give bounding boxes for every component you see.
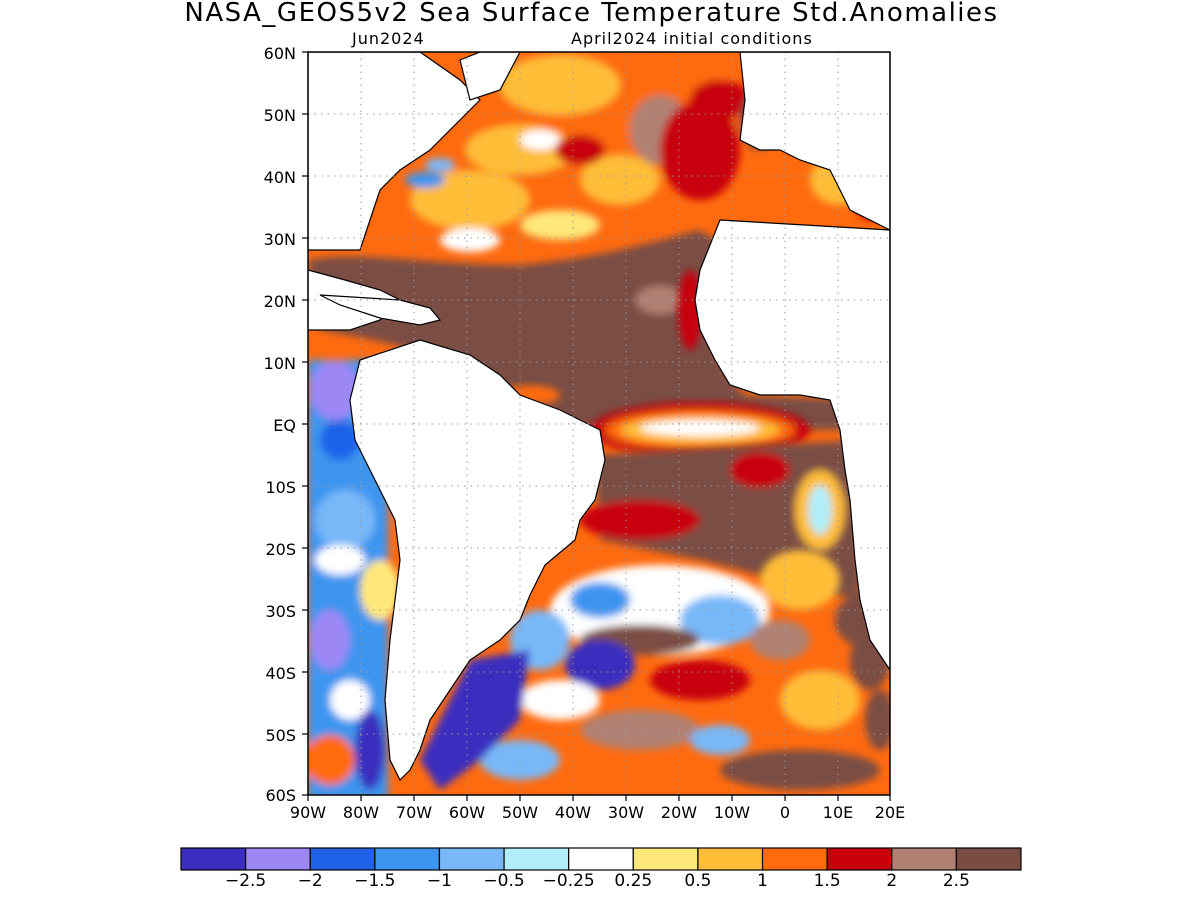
lon-label: 80W (342, 803, 380, 822)
lat-label: 40N (263, 168, 296, 187)
lon-label: 10E (822, 803, 854, 822)
colorbar-swatch (955, 847, 1022, 871)
colorbar-swatch (632, 847, 699, 871)
lon-label: 0 (779, 803, 791, 822)
lat-label: 30S (265, 602, 296, 621)
greenland-tip (459, 52, 521, 101)
lat-label: 30N (263, 230, 296, 249)
initial-conditions: April2024 initial conditions (571, 29, 813, 48)
lon-label: 90W (289, 803, 327, 822)
lon-label: 10W (713, 803, 751, 822)
lat-label: 10N (263, 354, 296, 373)
map-gridlines (308, 52, 890, 795)
colorbar-swatch (568, 847, 634, 871)
lat-label: 60S (265, 786, 296, 805)
colorbar-label: 2 (886, 871, 898, 891)
lon-label: 50W (501, 803, 539, 822)
lat-label: 60N (263, 44, 296, 63)
lat-label: 10S (265, 478, 296, 497)
colorbar-swatch (438, 847, 505, 871)
colorbar-swatch (761, 847, 828, 871)
north-america (308, 52, 481, 251)
colorbar-swatch (826, 847, 893, 871)
colorbar-label: −1.5 (354, 871, 396, 891)
lat-label: 20S (265, 540, 296, 559)
lat-label: 40S (265, 664, 296, 683)
colorbar-swatch (374, 847, 441, 871)
lat-label: 20N (263, 292, 296, 311)
lon-label: 70W (395, 803, 433, 822)
africa (694, 219, 890, 672)
lon-label: 20W (660, 803, 698, 822)
colorbar-swatch (245, 847, 311, 871)
colorbar-label: 0.25 (614, 871, 653, 891)
colorbar-swatch (697, 847, 764, 871)
colorbar-swatch (891, 847, 957, 871)
lon-label: 60W (448, 803, 486, 822)
chart-title: NASA_GEOS5v2 Sea Surface Temperature Std… (184, 0, 999, 28)
colorbar (180, 847, 1022, 871)
colorbar-swatch (503, 847, 570, 871)
lon-label: 30W (607, 803, 645, 822)
colorbar-swatch (180, 847, 247, 871)
colorbar-label: −2 (297, 871, 323, 891)
colorbar-label: −1 (426, 871, 452, 891)
lat-label: EQ (273, 416, 296, 435)
equatorial-warm-tongue (590, 402, 810, 458)
lat-label: 50S (265, 726, 296, 745)
colorbar-label: −0.5 (483, 871, 525, 891)
forecast-month: Jun2024 (352, 29, 425, 48)
colorbar-swatch (309, 847, 376, 871)
colorbar-label: 0.5 (684, 871, 712, 891)
colorbar-label: −0.25 (542, 871, 595, 891)
caribbean-islands (319, 294, 442, 326)
colorbar-label: 1.5 (813, 871, 841, 891)
colorbar-label: −2.5 (224, 871, 267, 891)
colorbar-label: 1 (757, 871, 768, 891)
colorbar-label: 2.5 (942, 871, 970, 891)
south-atlantic-field (420, 550, 890, 795)
lon-label: 20E (874, 803, 906, 822)
lon-label: 40W (554, 803, 592, 822)
lat-label: 50N (263, 106, 296, 125)
axis-ticks (302, 51, 891, 801)
europe (739, 52, 890, 231)
